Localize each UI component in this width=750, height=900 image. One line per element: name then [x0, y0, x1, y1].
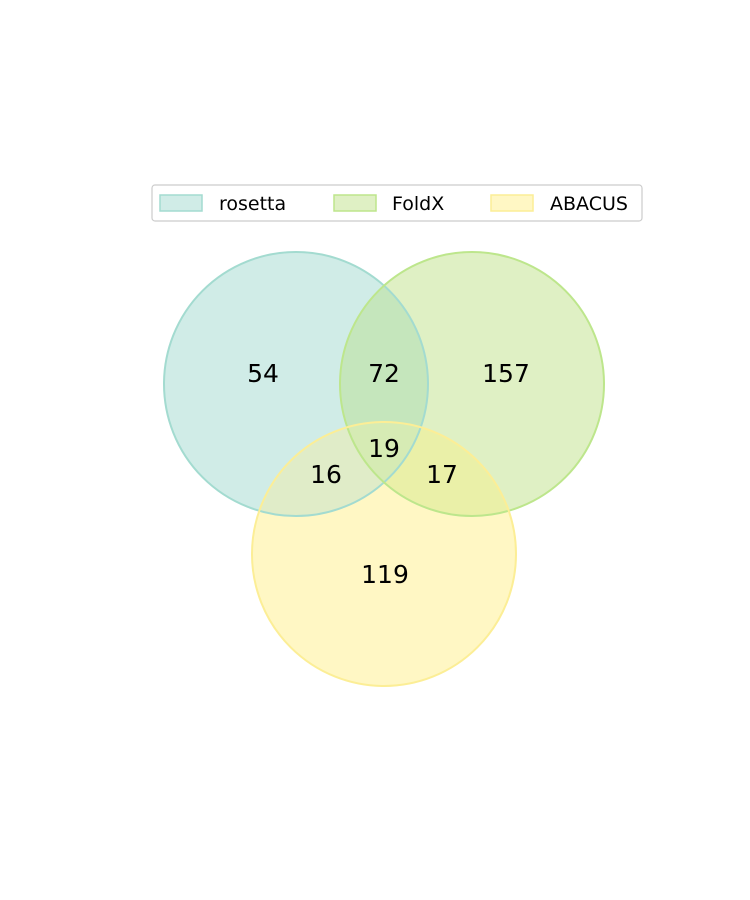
outline-abacus — [251, 421, 517, 687]
count-rosetta-only: 54 — [247, 359, 279, 388]
overlap-foldx-abacus — [340, 422, 516, 516]
count-rosetta-foldx: 72 — [368, 359, 400, 388]
venn-outlines — [163, 251, 605, 687]
legend-label-foldx: FoldX — [392, 193, 444, 215]
region-labels: 54 72 157 19 16 17 119 — [247, 359, 530, 589]
legend-box — [151, 184, 643, 222]
overlap-rosetta-abacus — [252, 422, 428, 516]
legend-patch-abacus — [490, 194, 534, 212]
count-foldx-only: 157 — [482, 359, 530, 388]
count-rosetta-abacus: 16 — [310, 460, 342, 489]
count-abacus-only: 119 — [361, 560, 409, 589]
legend-patch-rosetta — [159, 194, 203, 212]
legend: rosetta FoldX ABACUS — [151, 184, 643, 222]
venn-overlaps — [252, 252, 516, 516]
legend-patch-foldx — [333, 194, 377, 212]
count-foldx-abacus: 17 — [426, 460, 458, 489]
outline-foldx — [339, 251, 605, 517]
outline-rosetta — [163, 251, 429, 517]
legend-label-abacus: ABACUS — [550, 193, 628, 215]
legend-label-rosetta: rosetta — [219, 193, 286, 215]
count-all-three: 19 — [368, 434, 400, 463]
